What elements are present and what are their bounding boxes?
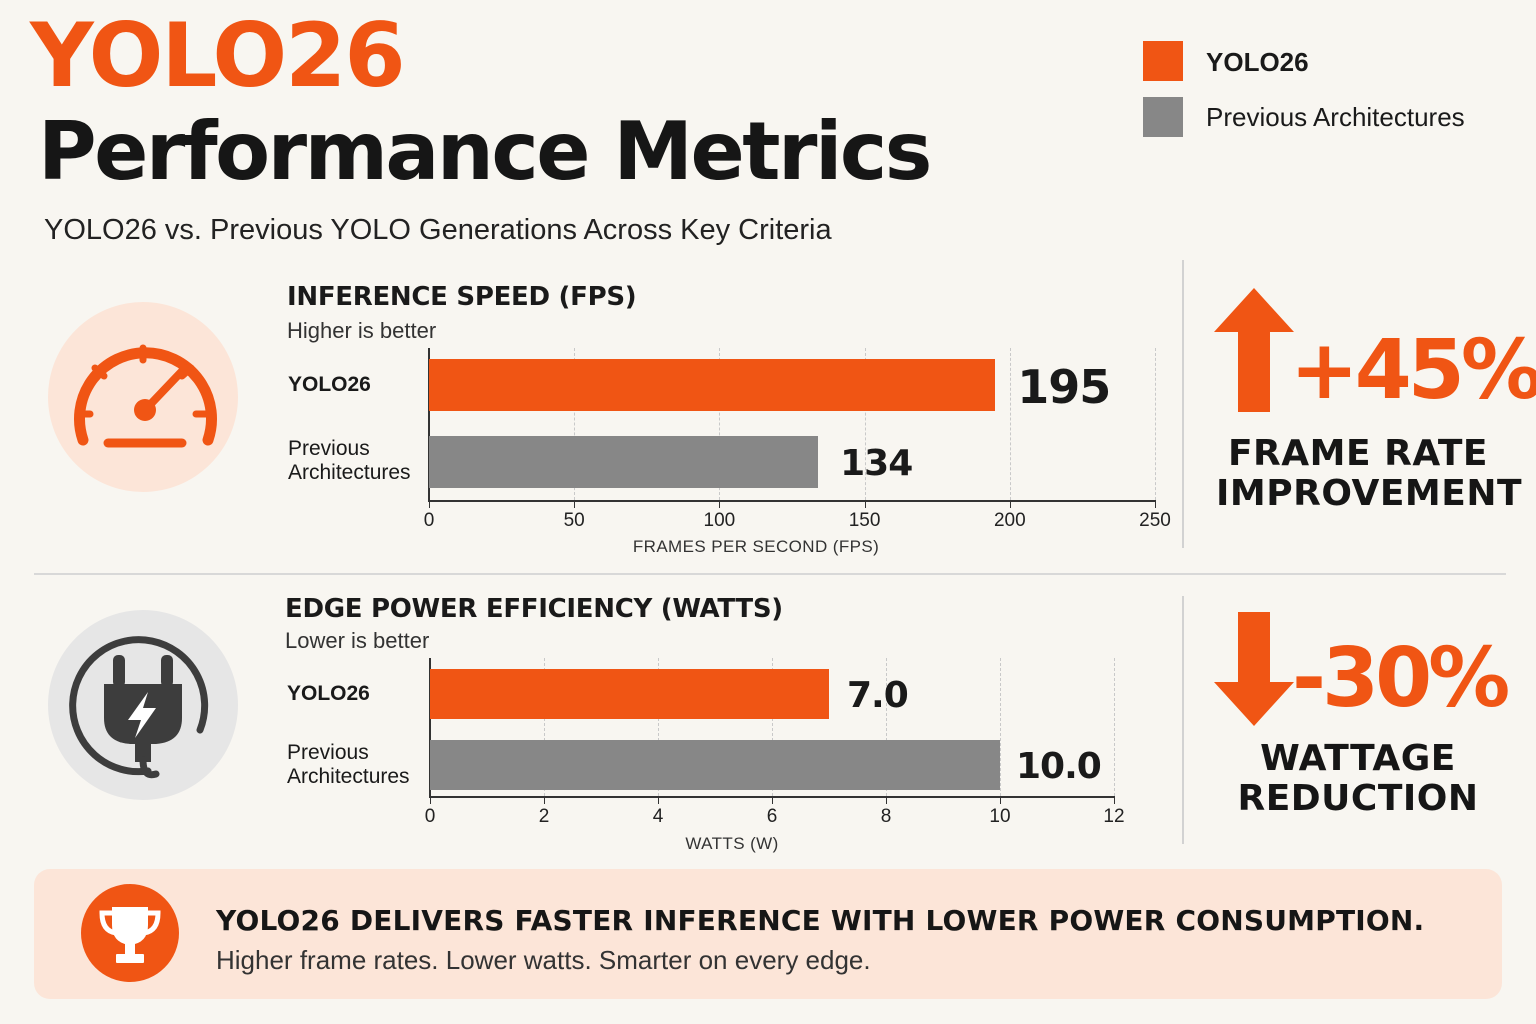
- gridline: [658, 658, 659, 796]
- gridline: [574, 348, 576, 500]
- value-label-yolo26: 7.0: [847, 675, 909, 716]
- legend-label-yolo26: YOLO26: [1206, 47, 1309, 77]
- axis-tick: [430, 796, 431, 804]
- axis-tick-label: 100: [703, 510, 736, 531]
- axis-tick: [574, 500, 576, 508]
- bar-previous: [430, 740, 1000, 790]
- axis-tick: [886, 796, 887, 804]
- gridline: [719, 348, 721, 500]
- page-subtitle: YOLO26 vs. Previous YOLO Generations Acr…: [44, 214, 832, 246]
- y-axis-line: [428, 348, 430, 502]
- legend-label-previous: Previous Architectures: [1206, 102, 1465, 132]
- bar-previous: [429, 436, 819, 488]
- axis-tick: [1155, 500, 1156, 508]
- value-label-previous: 134: [840, 443, 913, 484]
- speedometer-icon: [74, 344, 217, 448]
- axis-tick-label: 250: [1139, 510, 1171, 531]
- axis-tick-label: 0: [423, 510, 435, 531]
- callout-caption-line: REDUCTION: [1237, 778, 1479, 819]
- axis-tick-label: 2: [538, 806, 550, 827]
- summary-subtext: Higher frame rates. Lower watts. Smarter…: [216, 945, 871, 975]
- panel-title-inference-speed: INFERENCE SPEED (FPS): [287, 282, 637, 312]
- arrow-down-icon: [1214, 612, 1294, 726]
- panel-note-inference-speed: Higher is better: [287, 318, 437, 343]
- axis-tick-label: 150: [848, 510, 881, 531]
- axis-tick-label: 4: [652, 806, 664, 827]
- callout-caption-frame-rate: FRAME RATE IMPROVEMENT: [1216, 433, 1523, 514]
- gridline: [1009, 348, 1011, 500]
- gridline: [772, 658, 773, 796]
- brand-title: YOLO26: [30, 4, 406, 107]
- axis-tick: [719, 500, 721, 508]
- axis-tick: [864, 500, 866, 508]
- axis-tick-label: 8: [880, 806, 892, 827]
- axis-title-watts: WATTS (W): [685, 834, 779, 853]
- gridline: [1114, 658, 1115, 796]
- y-axis-line: [429, 658, 431, 798]
- gridline: [544, 658, 545, 796]
- bar-label-previous: Previous Architectures: [287, 741, 410, 788]
- axis-tick: [1009, 500, 1011, 508]
- section-divider-vertical: [1182, 260, 1184, 548]
- axis-tick: [544, 796, 545, 804]
- axis-tick: [1114, 796, 1115, 804]
- axis-tick-label: 0: [424, 806, 436, 827]
- panel-note-edge-power: Lower is better: [285, 628, 430, 653]
- bar-yolo26: [429, 359, 996, 411]
- gridline: [864, 348, 866, 500]
- callout-caption-line: IMPROVEMENT: [1216, 473, 1523, 514]
- gridline: [1000, 658, 1001, 796]
- bar-label-yolo26: YOLO26: [287, 682, 370, 705]
- gridline: [1155, 348, 1156, 500]
- callout-value-frame-rate: +45%: [1290, 323, 1536, 418]
- axis-tick-label: 6: [766, 806, 778, 827]
- x-axis-line: [429, 796, 1115, 798]
- callout-caption-wattage: WATTAGE REDUCTION: [1216, 739, 1500, 819]
- callout-value-wattage: -30%: [1292, 631, 1510, 726]
- page-title: Performance Metrics: [38, 105, 932, 198]
- value-label-yolo26: 195: [1017, 360, 1111, 414]
- x-axis-line: [428, 500, 1156, 502]
- axis-tick: [429, 500, 430, 508]
- bar-label-yolo26: YOLO26: [288, 373, 371, 396]
- power-plug-icon: [69, 636, 209, 779]
- section-divider-horizontal: [34, 573, 1506, 575]
- axis-tick-label: 200: [993, 510, 1026, 531]
- legend-swatch-yolo26: [1143, 41, 1183, 81]
- axis-tick: [772, 796, 773, 804]
- axis-tick-label: 12: [1103, 806, 1125, 827]
- axis-tick-label: 50: [563, 510, 585, 531]
- summary-heading: YOLO26 DELIVERS FASTER INFERENCE WITH LO…: [216, 904, 1425, 937]
- axis-tick-label: 10: [989, 806, 1011, 827]
- bar-yolo26: [430, 669, 829, 719]
- arrow-up-icon: [1214, 288, 1294, 412]
- callout-caption-line: WATTAGE: [1260, 738, 1456, 779]
- axis-tick: [1000, 796, 1001, 804]
- section-divider-vertical: [1182, 596, 1184, 844]
- trophy-icon: [81, 884, 179, 982]
- bar-label-previous: Previous Architectures: [288, 437, 411, 484]
- value-label-previous: 10.0: [1016, 746, 1102, 787]
- axis-title-fps: FRAMES PER SECOND (FPS): [632, 537, 880, 556]
- axis-tick: [658, 796, 659, 804]
- callout-caption-line: FRAME RATE: [1227, 433, 1489, 474]
- legend-swatch-previous: [1143, 97, 1183, 137]
- gridline: [886, 658, 887, 796]
- panel-title-edge-power: EDGE POWER EFFICIENCY (WATTS): [285, 594, 783, 624]
- summary-banner: [34, 869, 1502, 999]
